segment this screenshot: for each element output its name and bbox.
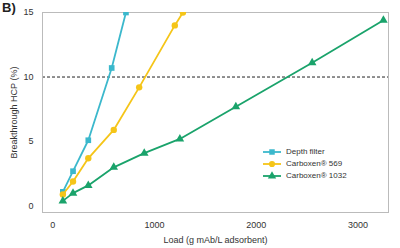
svg-text:0: 0 [50, 220, 55, 230]
html-text:B): B) [2, 0, 16, 15]
svg-text:2000: 2000 [246, 220, 266, 230]
svg-text:10: 10 [23, 72, 33, 82]
svg-text:3000: 3000 [348, 220, 368, 230]
html-text:Carboxen® 569: Carboxen® 569 [286, 159, 343, 168]
html-text:Carboxen® 1032: Carboxen® 1032 [286, 171, 347, 180]
svg-text:15: 15 [23, 7, 33, 17]
svg-text:Load (g mAb/L adsorbent): Load (g mAb/L adsorbent) [163, 235, 267, 245]
svg-text:0: 0 [28, 201, 33, 211]
svg-text:5: 5 [28, 136, 33, 146]
html-text:Depth filter: Depth filter [286, 147, 325, 156]
svg-text:1000: 1000 [144, 220, 164, 230]
svg-text:Breakthrough HCP (%): Breakthrough HCP (%) [9, 67, 19, 159]
